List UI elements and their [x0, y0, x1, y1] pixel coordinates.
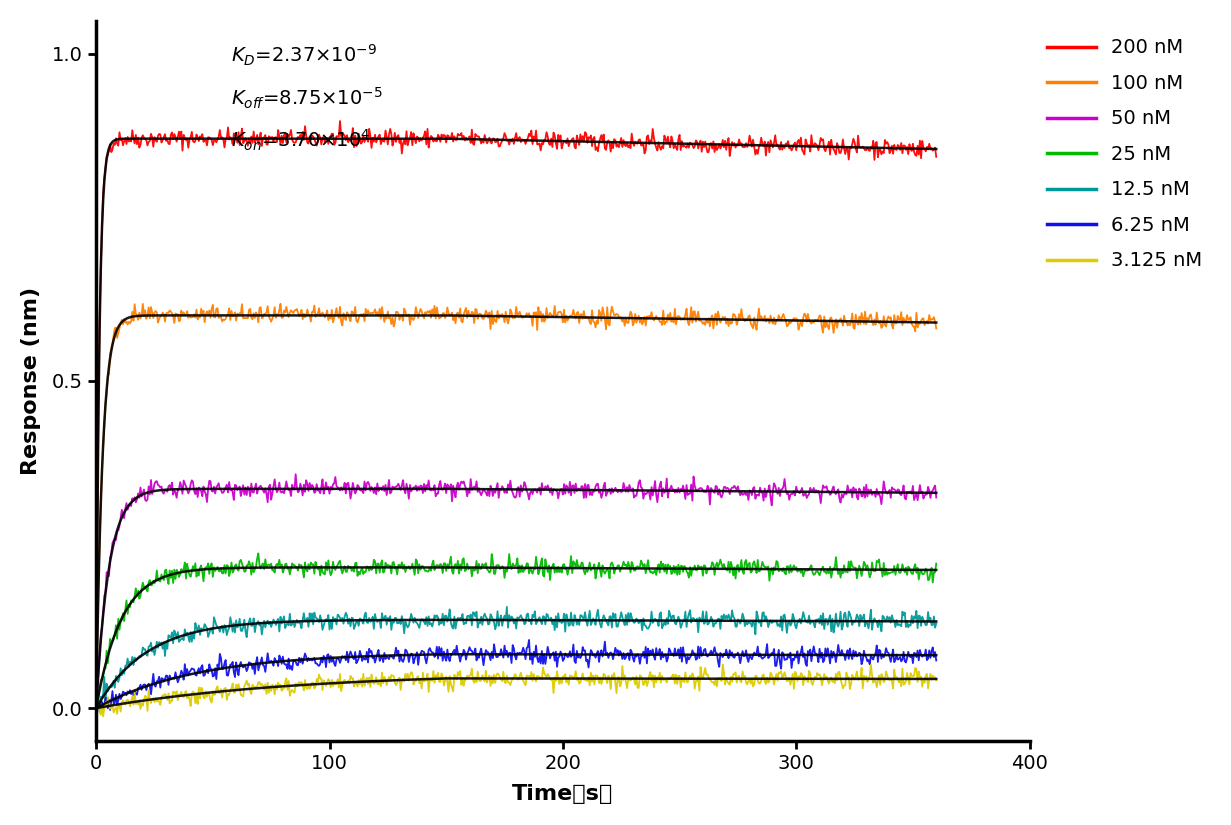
Y-axis label: Response (nm): Response (nm) — [21, 287, 41, 475]
Legend: 200 nM, 100 nM, 50 nM, 25 nM, 12.5 nM, 6.25 nM, 3.125 nM: 200 nM, 100 nM, 50 nM, 25 nM, 12.5 nM, 6… — [1039, 31, 1210, 278]
Text: $K_D$=2.37×10$^{-9}$
$K_{off}$=8.75×10$^{-5}$
$K_{on}$=3.70×10$^4$: $K_D$=2.37×10$^{-9}$ $K_{off}$=8.75×10$^… — [231, 42, 383, 153]
X-axis label: Time（s）: Time（s） — [512, 785, 613, 804]
